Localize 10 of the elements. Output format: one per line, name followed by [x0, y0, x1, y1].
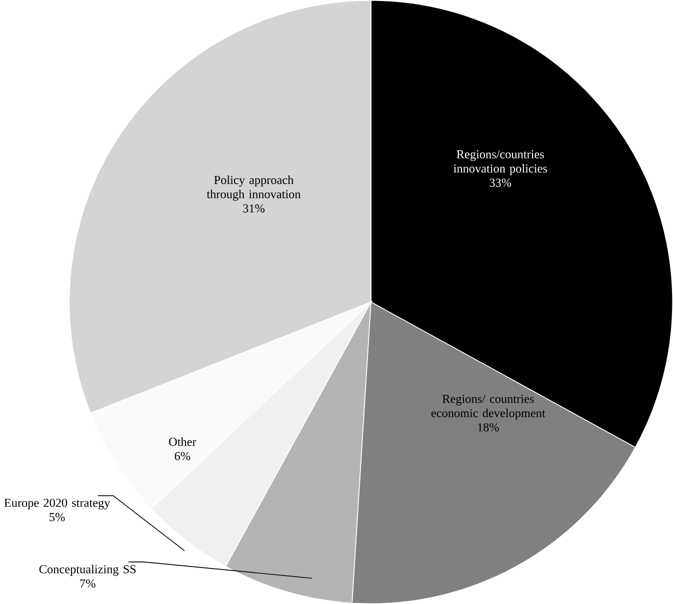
- data-label: 33%: [490, 178, 512, 187]
- slice-label: Regions/ countries economic development: [431, 394, 546, 420]
- slice-label: Policy approach through innovation: [206, 175, 301, 201]
- data-label: 7%: [80, 579, 96, 588]
- data-label: 18%: [478, 423, 499, 432]
- slice-label: Europe 2020 strategy: [4, 498, 110, 510]
- data-label: 5%: [50, 512, 65, 522]
- slice-label: Regions/countries innovation policies: [454, 150, 547, 176]
- data-label: 31%: [243, 204, 264, 212]
- slice-label: Conceptualizing SS: [39, 564, 136, 576]
